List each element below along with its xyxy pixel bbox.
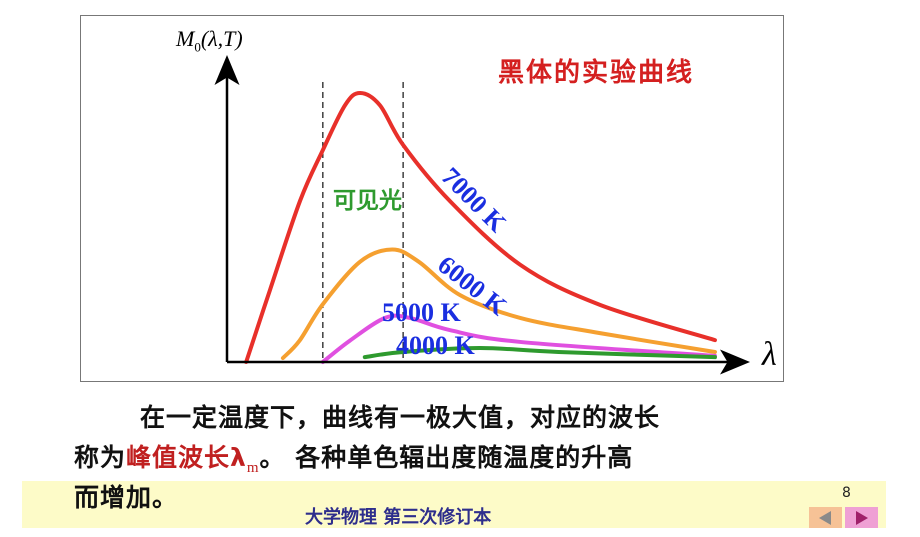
paragraph-line-2: 称为峰值波长λm。 各种单色辐出度随温度的升高 [74, 438, 633, 477]
line2-suffix: 。 各种单色辐出度随温度的升高 [259, 443, 634, 472]
series-line-5000k [320, 313, 717, 364]
next-slide-button[interactable] [845, 507, 878, 528]
y-axis-label: M0(λ,T) [176, 26, 243, 55]
peak-wavelength-term: 峰值波长λm [126, 443, 260, 476]
triangle-left-icon [819, 511, 831, 525]
y-label-args: (λ,T) [200, 26, 243, 51]
blackbody-chart: 7000 K 6000 K 5000 K 4000 K [214, 55, 750, 375]
chart-title: 黑体的实验曲线 [498, 58, 695, 88]
footer-title: 大学物理 第三次修订本 [305, 507, 492, 528]
series-line-6000k [280, 247, 717, 361]
prev-slide-button[interactable] [809, 507, 842, 528]
page-number: 8 [842, 485, 851, 501]
y-label-main: M [176, 26, 195, 51]
series-label-5000k: 5000 K [382, 298, 462, 327]
triangle-right-icon [856, 511, 868, 525]
paragraph-line-3: 而增加。 [74, 483, 179, 512]
series-line-4000k [362, 346, 717, 360]
peak-wavelength-text: 峰值波长λ [126, 443, 247, 472]
paragraph-line-1: 在一定温度下，曲线有一极大值，对应的波长 [140, 403, 661, 432]
peak-wavelength-sub: m [246, 460, 260, 476]
y-label-sub: 0 [194, 39, 201, 55]
series-line-7000k [244, 90, 717, 364]
chart-frame [80, 15, 784, 382]
visible-light-label: 可见光 [333, 188, 402, 214]
line2-prefix: 称为 [74, 443, 127, 472]
x-axis-label: λ [762, 336, 777, 373]
footer-band [22, 481, 886, 528]
series-label-4000k: 4000 K [396, 331, 476, 360]
